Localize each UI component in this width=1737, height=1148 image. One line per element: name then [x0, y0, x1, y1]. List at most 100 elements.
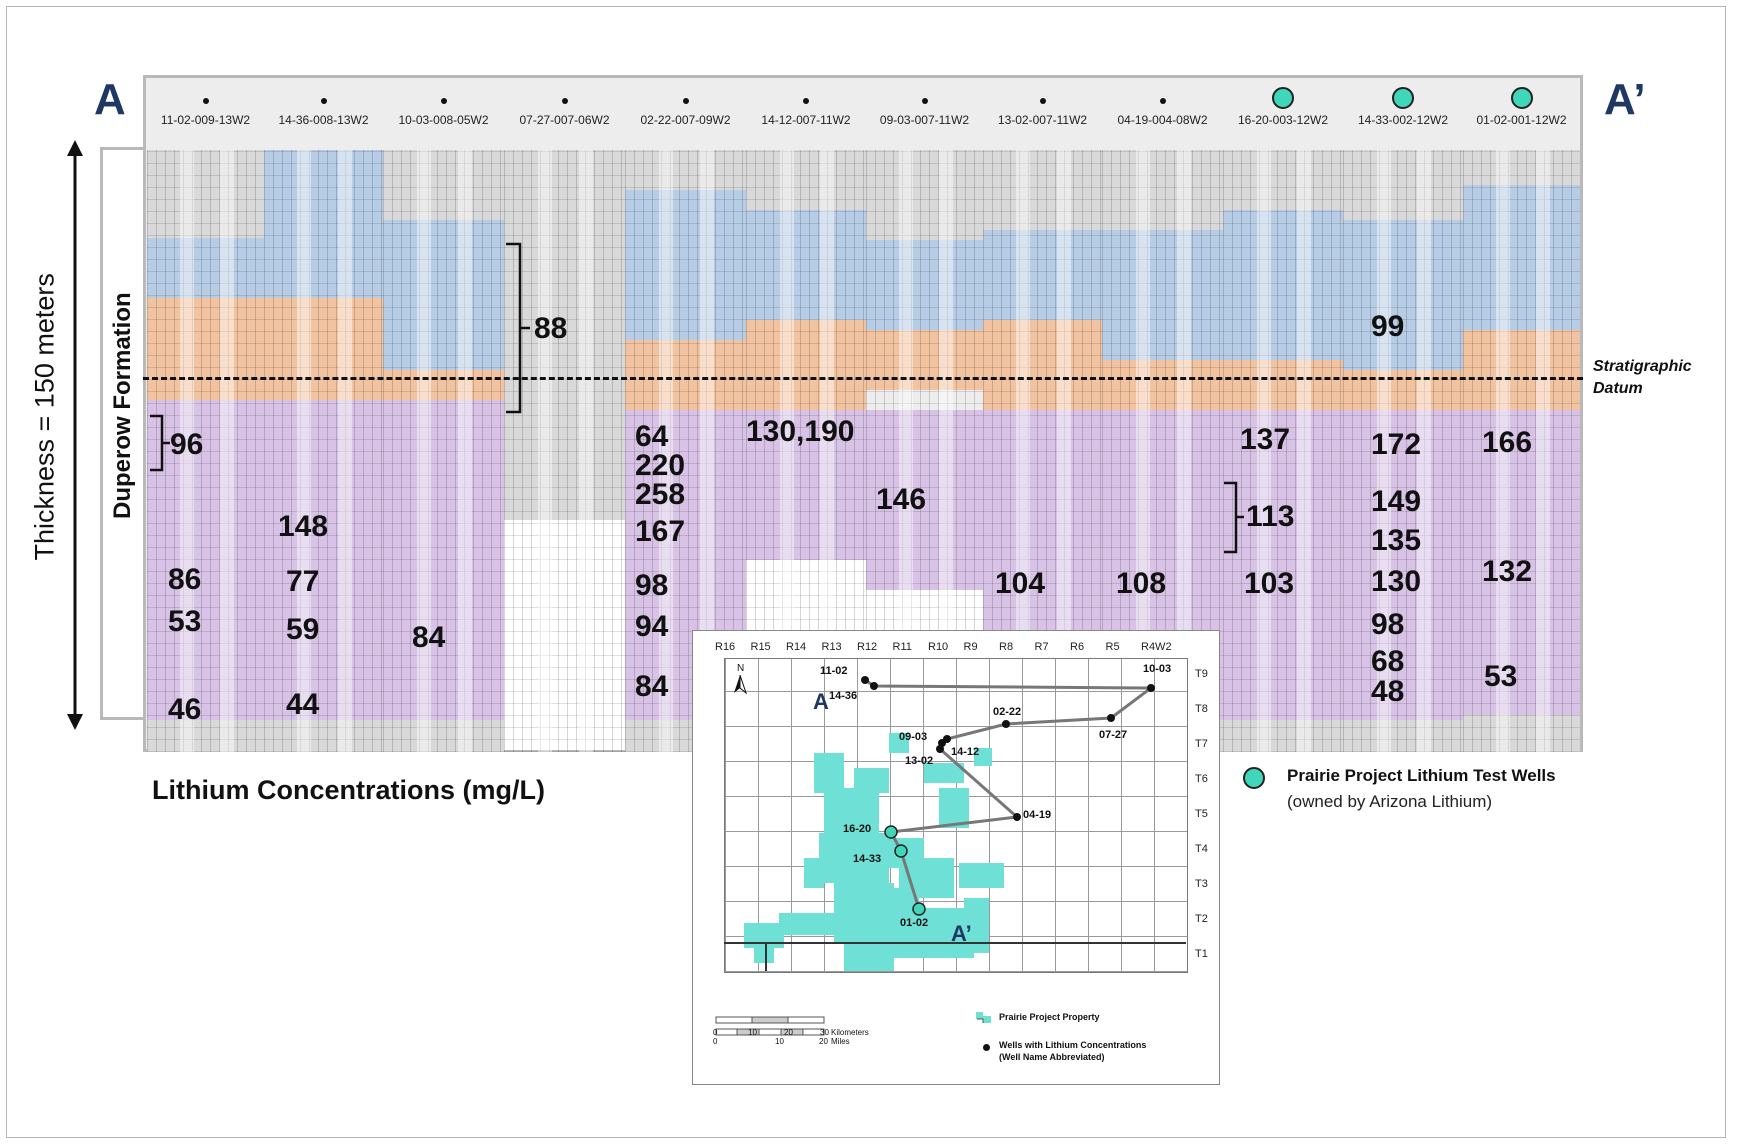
unit-band	[1343, 220, 1463, 370]
north-arrow-label: N	[737, 663, 745, 674]
map-township-label: T6	[1195, 773, 1208, 785]
log-track	[297, 150, 311, 752]
unit-band	[746, 320, 866, 410]
well-dot-icon	[1159, 98, 1166, 104]
concentration-value: 94	[635, 610, 669, 643]
concentration-value: 258	[635, 478, 686, 511]
unit-band	[983, 320, 1102, 410]
unit-band	[1102, 150, 1223, 230]
figure-frame	[6, 6, 1726, 1138]
map-well-label: 14-36	[829, 690, 858, 702]
unit-band	[383, 400, 504, 720]
log-track	[1257, 150, 1271, 752]
concentration-value: 149	[1371, 485, 1422, 518]
unit-band	[147, 150, 264, 238]
scale-mi-tick: 0	[713, 1037, 718, 1046]
log-track	[458, 150, 472, 752]
map-range-label: R4W2	[1141, 641, 1172, 653]
concentration-value: 167	[635, 515, 686, 548]
unit-band	[504, 150, 625, 520]
unit-band	[625, 150, 746, 190]
datum-label: Stratigraphic Datum	[1593, 358, 1692, 397]
scale-mi-tick: 10	[775, 1037, 784, 1046]
unit-band	[1223, 410, 1343, 720]
map-township-label: T2	[1195, 913, 1208, 925]
log-track	[338, 150, 352, 752]
unit-band	[1223, 150, 1343, 210]
map-well-label: 02-22	[993, 706, 1022, 718]
scale-km-tick: 30	[820, 1028, 829, 1037]
concentration-value: 53	[168, 605, 202, 638]
concentration-value: 77	[286, 565, 320, 598]
test-well-icon	[1272, 87, 1294, 109]
well-name-label: 02-22-007-09W2	[640, 113, 731, 127]
well-name-label: 14-12-007-11W2	[761, 113, 851, 127]
scale-mi-tick: 20	[819, 1037, 828, 1046]
unit-band	[264, 720, 383, 752]
concentration-value: 104	[995, 567, 1046, 600]
concentration-value: 103	[1244, 567, 1295, 600]
log-grid	[1223, 150, 1343, 752]
well-log-column	[1463, 150, 1580, 752]
map-well-label: 07-27	[1099, 729, 1128, 741]
unit-band	[383, 370, 504, 400]
map-township-label: T8	[1195, 703, 1208, 715]
well-log-column	[147, 150, 264, 752]
unit-band	[746, 150, 866, 210]
map-well-label: 09-03	[899, 731, 928, 743]
well-log-column	[1343, 150, 1463, 752]
unit-band	[264, 298, 383, 400]
map-range-label: R9	[963, 641, 978, 653]
unit-band	[383, 720, 504, 752]
log-grid	[1343, 150, 1463, 752]
map-a-prime-label: A’	[951, 921, 972, 946]
concentration-value: 44	[286, 688, 320, 721]
map-range-label: R16	[715, 641, 736, 653]
unit-band	[866, 240, 983, 330]
well-name-label: 14-33-002-12W2	[1357, 113, 1449, 127]
unit-band	[147, 298, 264, 400]
concentration-value: 68	[1371, 645, 1405, 678]
log-grid	[383, 150, 504, 752]
unit-band	[625, 190, 746, 340]
unit-band	[1343, 370, 1463, 410]
log-track	[659, 150, 673, 752]
unit-band	[1463, 715, 1580, 752]
log-grid	[1463, 150, 1580, 752]
unit-band	[983, 230, 1102, 320]
concentration-value: 113	[1246, 500, 1295, 533]
well-name-label: 10-03-008-05W2	[398, 113, 489, 127]
concentration-value: 88	[534, 312, 568, 345]
section-start-label: A	[94, 75, 126, 124]
concentration-value: 135	[1371, 524, 1422, 557]
unit-band	[383, 150, 504, 220]
map-township-label: T1	[1195, 948, 1208, 960]
well-log-column	[1223, 150, 1343, 752]
well-name-label: 07-27-007-06W2	[519, 113, 610, 127]
concentration-title: Lithium Concentrations (mg/L)	[152, 775, 545, 805]
concentration-value: 46	[168, 693, 202, 726]
log-track	[1177, 150, 1191, 752]
concentration-value: 148	[278, 510, 329, 543]
unit-band	[866, 330, 983, 390]
log-track	[1377, 150, 1391, 752]
concentration-value: 99	[1371, 310, 1405, 343]
unit-band	[983, 150, 1102, 230]
map-well-label: 04-19	[1023, 809, 1052, 821]
unit-band	[1463, 330, 1580, 410]
log-track	[220, 150, 234, 752]
well-dot-icon	[921, 98, 928, 104]
map-range-label: R8	[999, 641, 1014, 653]
map-township-label: T3	[1195, 878, 1208, 890]
unit-band	[264, 150, 383, 230]
unit-band	[1102, 230, 1223, 360]
unit-band	[746, 210, 866, 320]
well-dot-icon	[682, 98, 689, 104]
property-legend-label: Prairie Project Property	[999, 1012, 1100, 1022]
unit-band	[1223, 720, 1343, 752]
log-track	[1057, 150, 1071, 752]
property-area	[724, 733, 1186, 971]
concentration-value: 172	[1371, 428, 1422, 461]
log-grid	[504, 150, 625, 752]
unit-band	[1343, 150, 1463, 220]
